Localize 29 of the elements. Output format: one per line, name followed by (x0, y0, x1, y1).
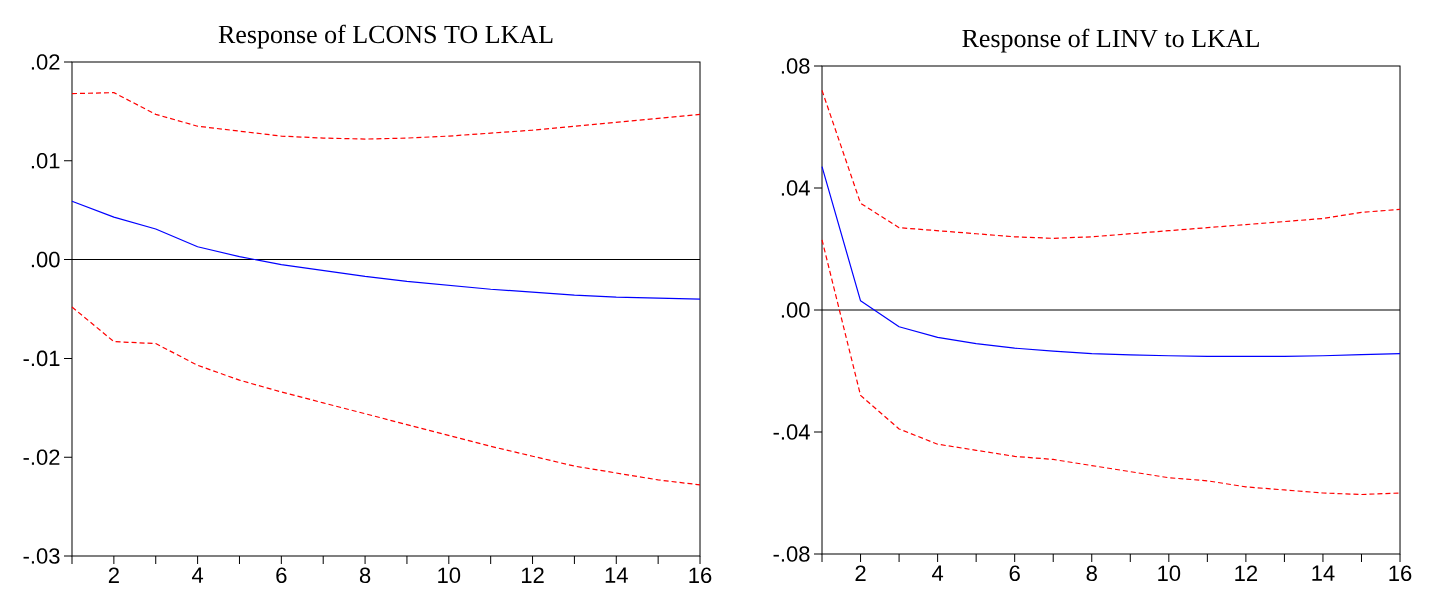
y-tick-label: .00 (31, 251, 60, 268)
chart-title: Response of LCONS TO LKAL (218, 24, 553, 49)
x-tick-label: 10 (438, 567, 461, 584)
x-tick-label: 10 (1158, 565, 1181, 582)
y-tick-label: -.02 (23, 449, 60, 465)
y-tick-label: -.03 (23, 548, 60, 564)
x-tick-label: 2 (108, 567, 119, 583)
x-tick-label: 8 (1086, 565, 1097, 582)
x-tick-label: 6 (1009, 565, 1020, 582)
x-tick-label: 4 (191, 567, 204, 583)
chart-title: Response of LINV to LKAL (962, 28, 1259, 53)
x-tick-label: 14 (1312, 565, 1335, 581)
x-tick-label: 4 (932, 565, 944, 581)
x-tick-label: 16 (1389, 565, 1412, 582)
y-tick-label: -.08 (773, 546, 810, 562)
x-tick-label: 6 (276, 567, 287, 584)
y-tick-label: .04 (781, 180, 810, 196)
x-tick-label: 14 (605, 567, 628, 583)
x-tick-label: 16 (689, 567, 712, 584)
x-tick-label: 12 (521, 567, 544, 583)
x-tick-label: 2 (855, 565, 866, 581)
x-tick-label: 8 (359, 567, 371, 584)
y-tick-label: -.01 (23, 350, 60, 367)
y-tick-label: .00 (781, 302, 810, 318)
y-tick-label: .02 (31, 54, 60, 70)
x-tick-label: 12 (1235, 565, 1258, 581)
y-tick-label: -.04 (773, 424, 810, 440)
y-tick-label: .01 (31, 153, 60, 169)
y-tick-label: .08 (781, 58, 810, 74)
